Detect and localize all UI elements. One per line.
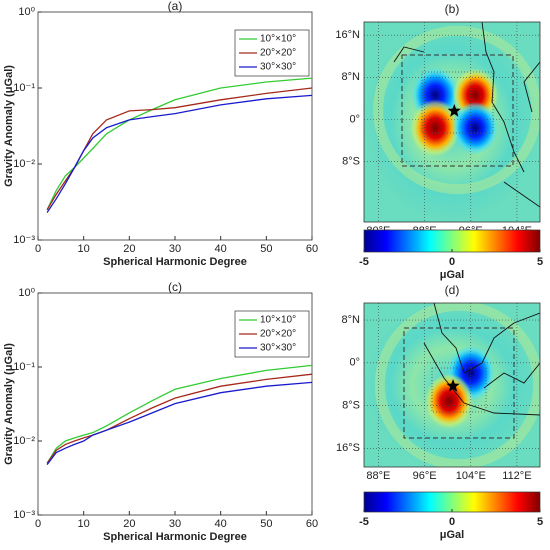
y-axis-label: Gravity Anomaly (μGal) [3, 343, 15, 465]
y-tick-label: 16°S [336, 442, 360, 454]
outer-region [403, 327, 515, 439]
x-tick-label: 40 [215, 518, 227, 530]
series-line [46, 77, 313, 211]
y-tick-label: 10⁻² [13, 435, 35, 447]
heatmap-halo [373, 25, 540, 195]
series-line [46, 87, 313, 211]
legend-label: 20°×20° [260, 48, 296, 59]
y-tick-label: 10⁻³ [13, 234, 35, 246]
x-tick-label: 50 [260, 518, 272, 530]
x-tick-label: 112°E [502, 470, 531, 482]
colorbar-tick-label: 0 [449, 516, 455, 528]
x-tick-label: 96°E [413, 470, 437, 482]
y-tick-label: 8°N [342, 71, 361, 83]
inner-region [431, 367, 487, 413]
y-tick-label: 10⁰ [18, 6, 35, 18]
colorbar-tick-label: 5 [537, 516, 543, 528]
x-tick-label: 88°E [366, 470, 390, 482]
colorbar-tick-label: 0 [449, 256, 455, 268]
x-tick-label: 10 [78, 518, 90, 530]
chart-title: (c) [168, 280, 182, 294]
x-tick-label: 0 [35, 243, 41, 255]
coastline [393, 22, 540, 208]
legend-label: 10°×10° [260, 315, 296, 326]
chart-title: (a) [168, 0, 183, 13]
x-tick-label: 0 [35, 518, 41, 530]
legend-label: 10°×10° [260, 34, 296, 45]
y-tick-label: 8°N [342, 314, 361, 326]
anomaly [425, 373, 474, 429]
heatmap [364, 22, 540, 222]
colorbar-tick-label: -5 [359, 256, 369, 268]
x-tick-label: 20 [123, 243, 135, 255]
x-axis-label: Spherical Harmonic Degree [103, 256, 247, 268]
x-tick-label: 20 [123, 518, 135, 530]
x-tick-label: 60 [306, 518, 318, 530]
x-tick-label: 30 [169, 518, 181, 530]
legend-label: 30°×30° [260, 343, 296, 354]
colorbar-tick-label: -5 [359, 516, 369, 528]
chart-title: (d) [445, 283, 460, 297]
y-tick-label: 8°S [342, 399, 360, 411]
y-tick-label: 0° [349, 113, 360, 125]
y-tick-label: 10⁰ [18, 287, 35, 299]
y-tick-label: 8°S [342, 155, 360, 167]
x-tick-label: 104°E [456, 470, 486, 482]
map-frame [363, 21, 541, 223]
anomaly [410, 99, 461, 157]
colorbar-label: μGal [440, 269, 464, 281]
series-line [46, 364, 313, 464]
series-line [46, 381, 313, 465]
map-frame [363, 302, 541, 468]
colorbar-tick-label: 5 [537, 256, 543, 268]
legend-label: 20°×20° [260, 329, 296, 340]
outer-region [401, 54, 514, 167]
x-tick-label: 30 [169, 243, 181, 255]
colorbar [363, 229, 541, 253]
series-line [46, 94, 313, 213]
heatmap-halo [374, 303, 540, 467]
colorbar-label: μGal [440, 529, 464, 541]
x-tick-label: 10 [78, 243, 90, 255]
x-tick-label: 60 [306, 243, 318, 255]
y-tick-label: 0° [349, 357, 360, 369]
y-tick-label: 10⁻¹ [13, 361, 35, 373]
legend-label: 30°×30° [260, 62, 296, 73]
y-tick-label: 10⁻² [13, 158, 35, 170]
y-axis-label: Gravity Anomaly (μGal) [3, 65, 15, 187]
y-tick-label: 16°N [335, 29, 360, 41]
x-axis-label: Spherical Harmonic Degree [103, 531, 247, 543]
epicenter-star [446, 379, 460, 392]
x-tick-label: 40 [215, 243, 227, 255]
chart-title: (b) [445, 2, 460, 16]
x-tick-label: 50 [260, 243, 272, 255]
anomaly [452, 101, 499, 155]
y-tick-label: 10⁻³ [13, 509, 35, 521]
y-tick-label: 10⁻¹ [13, 82, 35, 94]
epicenter-star [447, 104, 461, 117]
